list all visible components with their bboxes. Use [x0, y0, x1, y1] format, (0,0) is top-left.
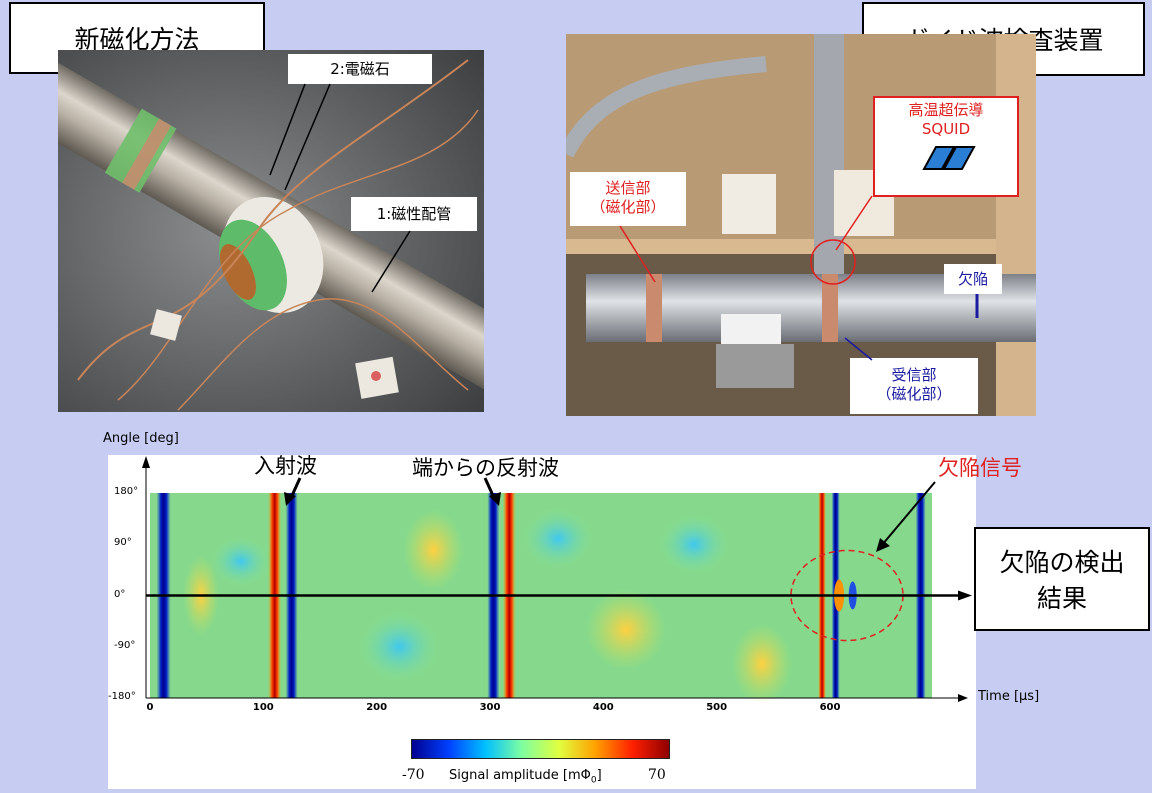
- colorbar-label-text: Signal amplitude [mΦ: [449, 768, 591, 783]
- zero-angle-arrow: [958, 590, 972, 601]
- label-magnetic-pipe: 1:磁性配管: [351, 197, 477, 231]
- x-tick-label: 300: [479, 702, 501, 713]
- x-axis-label: Time [μs]: [978, 689, 1040, 704]
- arrow-transmitter: [619, 225, 656, 283]
- y-tick-label: 0°: [114, 588, 126, 600]
- colorbar: [411, 739, 670, 759]
- x-axis-arrow: [958, 694, 968, 702]
- x-tick-label: 200: [366, 702, 388, 713]
- colorbar-min: -70: [402, 767, 425, 783]
- label-squid-box: 高温超伝導 SQUID: [873, 96, 1019, 197]
- photo-magnetization-drawing: [58, 50, 484, 412]
- squid-marker-circle: [810, 239, 856, 285]
- arrow-defect-signal: [881, 481, 936, 546]
- heatmap-blob: [403, 509, 464, 590]
- heatmap-blob: [523, 508, 593, 569]
- squid-line1: 高温超伝導: [908, 101, 984, 119]
- arrow-receiver: [844, 337, 873, 361]
- x-tick-label: 400: [592, 702, 614, 713]
- x-tick-label: 0: [146, 702, 154, 713]
- heatmap-blob: [359, 611, 440, 682]
- arrow-defect-signal-head: [876, 538, 890, 552]
- label-transmitter: 送信部 （磁化部）: [570, 172, 686, 226]
- x-tick-label: 500: [706, 702, 728, 713]
- result-box: 欠陥の検出 結果: [974, 527, 1150, 631]
- label-defect: 欠陥: [944, 264, 1002, 294]
- arrow-electromagnet: [284, 83, 331, 191]
- heatmap-blob: [586, 589, 666, 670]
- y-axis-label: Angle [deg]: [103, 431, 179, 446]
- heatmap-blob: [210, 536, 271, 587]
- result-line1: 欠陥の検出: [999, 548, 1125, 577]
- arrow-pipe: [371, 230, 411, 293]
- squid-line2: SQUID: [921, 120, 971, 138]
- label-incident-wave: 入射波: [254, 454, 317, 478]
- colorbar-label-sub: 0: [590, 775, 597, 786]
- y-tick-label: -90°: [114, 639, 136, 651]
- y-tick-label: 180°: [114, 486, 139, 497]
- x-tick-label: 100: [252, 702, 274, 713]
- arrow-incident-head: [284, 492, 296, 506]
- y-tick-label: 90°: [114, 537, 132, 549]
- arrow-end-reflection-head: [489, 492, 501, 506]
- label-defect-signal: 欠陥信号: [938, 456, 1022, 480]
- transmitter-line2: （磁化部）: [590, 198, 666, 216]
- title-left-text: 新磁化方法: [74, 25, 200, 54]
- result-line2: 結果: [1036, 584, 1087, 613]
- receiver-line2: （磁化部）: [876, 385, 952, 403]
- y-axis-arrow: [142, 456, 150, 468]
- transmitter-line1: 送信部: [605, 179, 651, 197]
- photo-magnetization: [58, 50, 484, 412]
- heatmap-blob: [659, 514, 729, 575]
- label-end-reflection: 端からの反射波: [412, 456, 559, 480]
- label-electromagnet: 2:電磁石: [288, 54, 432, 84]
- x-tick-label: 600: [819, 702, 841, 713]
- colorbar-label: Signal amplitude [mΦ0]: [449, 768, 602, 786]
- colorbar-max: 70: [648, 767, 666, 783]
- receiver-line1: 受信部: [891, 366, 937, 384]
- arrow-squid: [835, 195, 873, 251]
- squid-chip-icon: [922, 146, 976, 170]
- colorbar-label-end: ]: [596, 768, 602, 783]
- y-tick-label: -180°: [108, 691, 136, 702]
- label-receiver: 受信部 （磁化部）: [850, 358, 978, 414]
- arrow-electromagnet-2: [269, 83, 306, 176]
- heatmap-blob: [732, 623, 792, 704]
